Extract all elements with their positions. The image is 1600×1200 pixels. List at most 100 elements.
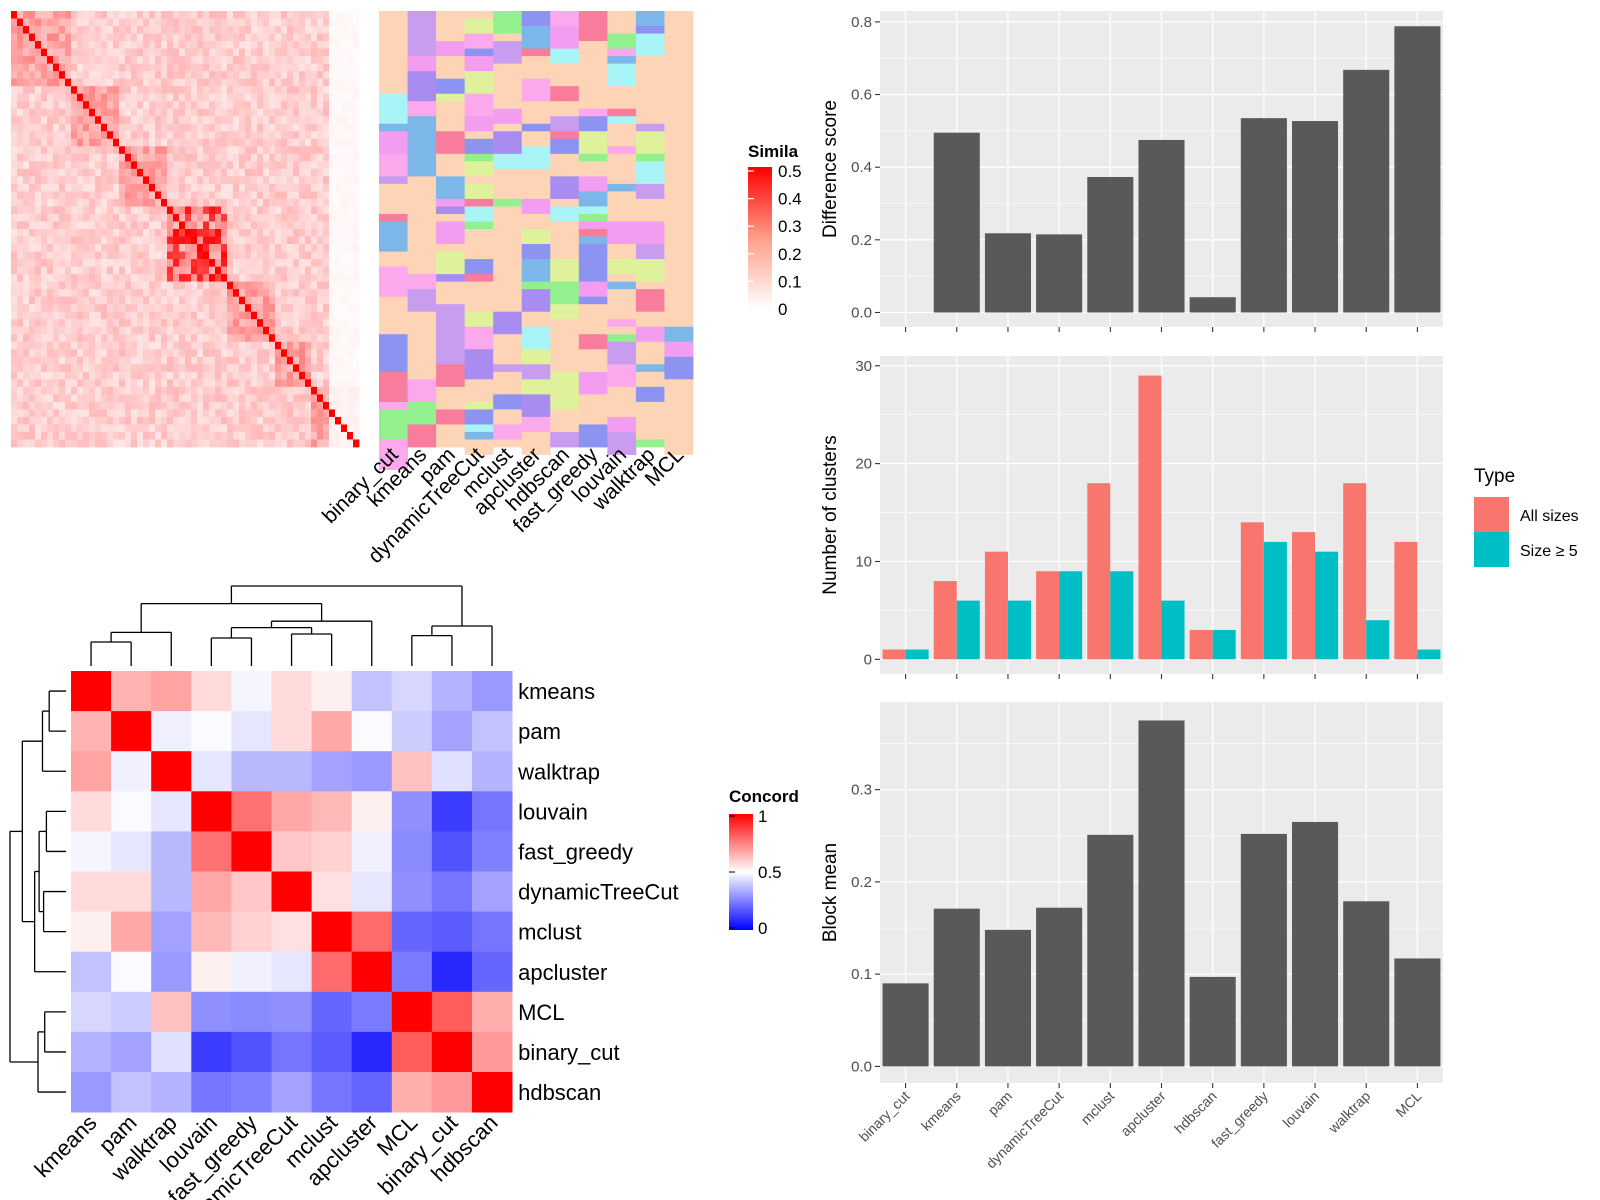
similarity-cell: [65, 33, 72, 42]
similarity-cell: [221, 41, 228, 49]
similarity-cell: [29, 236, 36, 245]
similarity-cell: [71, 138, 78, 147]
similarity-cell: [167, 349, 174, 358]
similarity-cell: [341, 251, 348, 260]
similarity-cell: [335, 78, 342, 87]
similarity-cell: [113, 311, 120, 320]
similarity-cell: [113, 131, 120, 140]
similarity-cell: [311, 251, 318, 260]
similarity-cell: [77, 364, 84, 373]
similarity-cell: [221, 86, 228, 95]
similarity-cell: [11, 168, 18, 177]
similarity-cell: [23, 244, 30, 252]
similarity-cell: [143, 138, 150, 147]
similarity-cell: [281, 259, 288, 267]
similarity-cell: [185, 236, 192, 245]
similarity-cell: [161, 296, 168, 305]
similarity-cell: [197, 371, 204, 380]
similarity-cell: [335, 341, 342, 350]
similarity-cell: [251, 251, 258, 260]
similarity-cell: [167, 101, 174, 110]
similarity-cell: [293, 191, 300, 200]
similarity-cell: [293, 319, 300, 328]
similarity-cell: [233, 93, 240, 102]
similarity-cell: [173, 394, 180, 403]
similarity-cell: [17, 206, 24, 215]
similarity-cell: [173, 386, 180, 395]
similarity-cell: [335, 48, 342, 57]
similarity-cell: [317, 259, 324, 267]
similarity-cell: [281, 304, 288, 313]
similarity-cell: [263, 394, 270, 403]
similarity-cell: [281, 41, 288, 49]
similarity-heatmap: [11, 11, 360, 448]
similarity-cell: [251, 439, 258, 448]
similarity-cell: [107, 221, 114, 230]
similarity-cell: [245, 116, 252, 125]
similarity-cell: [107, 424, 114, 433]
similarity-cell: [17, 424, 24, 433]
annotation-cell: [607, 86, 637, 110]
similarity-cell: [11, 146, 18, 155]
similarity-cell: [89, 409, 96, 418]
similarity-cell: [197, 56, 204, 65]
similarity-cell: [17, 131, 24, 140]
similarity-cell: [305, 431, 312, 440]
concordance-cell: [311, 911, 353, 953]
similarity-cell: [281, 33, 288, 42]
similarity-cell: [29, 11, 36, 19]
similarity-cell: [173, 183, 180, 192]
similarity-cell: [119, 439, 126, 448]
similarity-cell: [131, 146, 138, 155]
similarity-cell: [323, 56, 330, 65]
similarity-cell: [167, 304, 174, 313]
similarity-cell: [323, 364, 330, 373]
similarity-cell: [191, 386, 198, 395]
similarity-cell: [161, 191, 168, 200]
similarity-cell: [113, 33, 120, 42]
similarity-cell: [293, 236, 300, 245]
concordance-cell: [151, 711, 192, 752]
similarity-cell: [41, 198, 48, 207]
similarity-cell: [317, 161, 324, 170]
concordance-cell: [431, 991, 473, 1033]
annotation-cell: [607, 364, 637, 388]
concordance-cell: [71, 991, 112, 1033]
similarity-cell: [311, 356, 318, 365]
similarity-cell: [101, 259, 108, 267]
similarity-cell: [53, 364, 60, 373]
similarity-cell: [281, 116, 288, 125]
similarity-cell: [53, 108, 60, 117]
similarity-cell: [347, 349, 354, 358]
similarity-cell: [77, 304, 84, 313]
similarity-cell: [263, 296, 270, 305]
similarity-cell: [353, 409, 360, 418]
similarity-cell: [155, 33, 162, 42]
similarity-cell: [329, 131, 336, 140]
similarity-cell: [215, 424, 222, 433]
similarity-cell: [185, 439, 192, 448]
similarity-cell: [299, 266, 306, 275]
similarity-cell: [335, 394, 342, 403]
similarity-cell: [23, 349, 30, 358]
similarity-cell: [59, 289, 66, 298]
similarity-cell: [95, 191, 102, 200]
similarity-cell: [113, 236, 120, 245]
similarity-cell: [299, 48, 306, 57]
similarity-cell: [275, 93, 282, 102]
similarity-cell: [53, 409, 60, 418]
similarity-cell: [65, 311, 72, 320]
similarity-cell: [227, 48, 234, 57]
similarity-cell: [347, 281, 354, 290]
similarity-cell: [41, 176, 48, 185]
annotation-cell: [521, 281, 551, 290]
similarity-cell: [221, 213, 228, 222]
similarity-cell: [149, 416, 156, 425]
similarity-cell: [317, 334, 324, 343]
similarity-cell: [143, 221, 150, 230]
similarity-cell: [233, 198, 240, 207]
similarity-cell: [95, 11, 102, 19]
similarity-cell: [23, 206, 30, 215]
similarity-cell: [161, 386, 168, 395]
similarity-cell: [203, 33, 210, 42]
